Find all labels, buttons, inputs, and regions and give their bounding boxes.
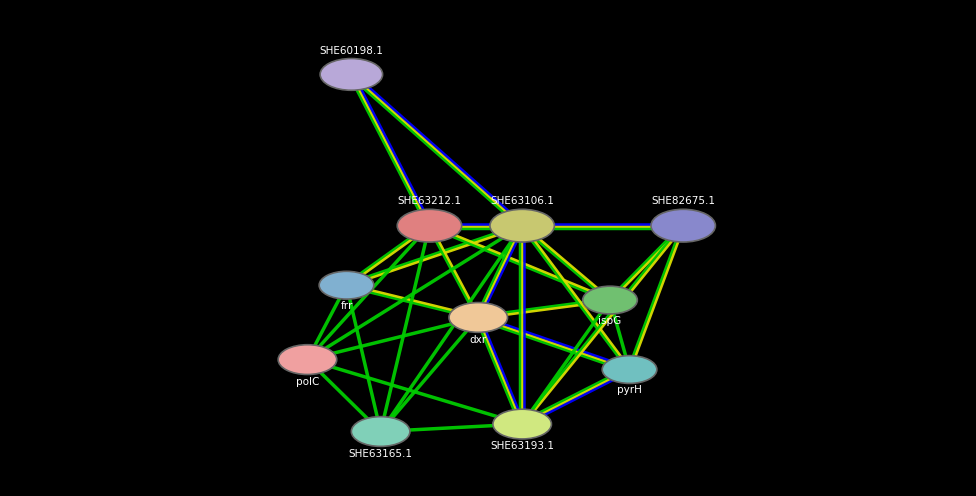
Ellipse shape [278, 345, 337, 374]
Text: SHE82675.1: SHE82675.1 [651, 196, 715, 206]
Ellipse shape [320, 59, 383, 90]
Ellipse shape [493, 409, 551, 439]
Ellipse shape [449, 303, 508, 332]
Ellipse shape [602, 356, 657, 383]
Text: pyrH: pyrH [617, 385, 642, 395]
Text: polC: polC [296, 377, 319, 387]
Text: SHE63212.1: SHE63212.1 [397, 196, 462, 206]
Ellipse shape [651, 209, 715, 242]
Ellipse shape [397, 209, 462, 242]
Text: SHE63106.1: SHE63106.1 [490, 196, 554, 206]
Ellipse shape [319, 271, 374, 299]
Ellipse shape [351, 417, 410, 446]
Text: SHE63193.1: SHE63193.1 [490, 441, 554, 451]
Text: dxr: dxr [469, 335, 487, 345]
Ellipse shape [490, 209, 554, 242]
Ellipse shape [583, 286, 637, 314]
Text: frr: frr [341, 301, 352, 311]
Text: ispG: ispG [598, 316, 622, 326]
Text: SHE63165.1: SHE63165.1 [348, 449, 413, 459]
Text: SHE60198.1: SHE60198.1 [319, 46, 384, 56]
